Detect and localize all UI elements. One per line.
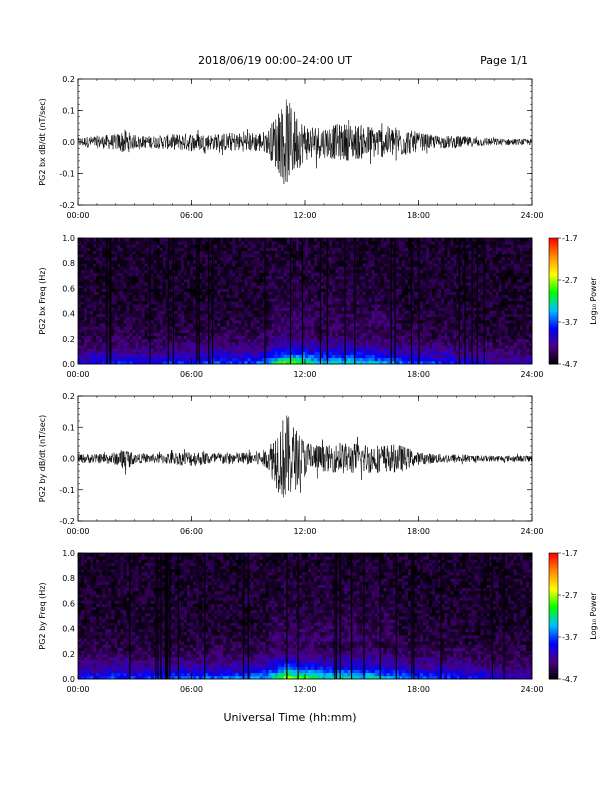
- y-tick-label: 0.6: [62, 599, 75, 608]
- panel-4: -1.7 -2.7 -3.7 -4.7 Log₁₀ Power 0.0 0.2 0.4 0.6 0…: [38, 549, 598, 694]
- x-tick-label: 18:00: [407, 685, 430, 694]
- x-tick-label: 24:00: [520, 211, 543, 220]
- x-tick-label: 18:00: [407, 527, 430, 536]
- panels: -0.2 -0.1 0.0 0.1 0.2 00:00 06:00 12:00 18:00 24:…: [38, 75, 598, 694]
- y-tick-label: 0.8: [62, 259, 75, 268]
- y-tick-label: 0.8: [62, 574, 75, 583]
- y-tick-label: 0.0: [62, 360, 75, 369]
- colorbar-frame: [548, 237, 559, 365]
- y-tick-label: 1.0: [62, 234, 75, 243]
- y-tick-label: 0.1: [62, 107, 75, 116]
- page-indicator: Page 1/1: [480, 54, 528, 67]
- x-axis-label: Universal Time (hh:mm): [224, 711, 357, 724]
- y-tick-label: 0.2: [62, 392, 75, 401]
- x-tick-label: 06:00: [180, 527, 203, 536]
- colorbar-tick-label: -1.7: [562, 549, 578, 558]
- y-tick-label: -0.2: [59, 517, 75, 526]
- x-tick-label: 00:00: [66, 527, 89, 536]
- panel-3: -0.2 -0.1 0.0 0.1 0.2 00:00 06:00 12:00 18:00 24:…: [38, 392, 544, 536]
- y-tick-label: -0.1: [59, 170, 75, 179]
- colorbar-tick-label: -4.7: [562, 675, 578, 684]
- x-tick-label: 12:00: [293, 370, 316, 379]
- x-tick-label: 00:00: [66, 685, 89, 694]
- x-tick-label: 18:00: [407, 370, 430, 379]
- x-tick-label: 06:00: [180, 211, 203, 220]
- x-tick-label: 24:00: [520, 685, 543, 694]
- y-tick-label: 0.2: [62, 335, 75, 344]
- y-tick-label: 0.2: [62, 650, 75, 659]
- x-tick-label: 00:00: [66, 370, 89, 379]
- colorbar-tick-label: -2.7: [562, 591, 578, 600]
- colorbar-tick-label: -4.7: [562, 360, 578, 369]
- signal-trace: [77, 99, 533, 185]
- y-axis-label: PG2 bx Freq (Hz): [38, 267, 47, 334]
- colorbar-label: Log₁₀ Power: [589, 592, 598, 640]
- x-tick-label: 24:00: [520, 370, 543, 379]
- y-tick-label: -0.2: [59, 201, 75, 210]
- x-tick-label: 06:00: [180, 370, 203, 379]
- y-axis-label: PG2 bx dB/dt (nT/sec): [38, 98, 47, 185]
- y-tick-label: 0.0: [62, 138, 75, 147]
- x-tick-label: 12:00: [293, 211, 316, 220]
- x-tick-label: 12:00: [293, 685, 316, 694]
- colorbar: -1.7 -2.7 -3.7 -4.7 Log₁₀ Power: [548, 549, 598, 684]
- spectrogram-cells: [78, 238, 533, 365]
- y-tick-label: 0.0: [62, 675, 75, 684]
- x-tick-label: 12:00: [293, 527, 316, 536]
- panel-1: -0.2 -0.1 0.0 0.1 0.2 00:00 06:00 12:00 18:00 24:…: [38, 75, 544, 220]
- figure-title: 2018/06/19 00:00–24:00 UT: [198, 54, 352, 67]
- signal-trace: [77, 415, 533, 498]
- spectrogram-cells: [78, 553, 533, 680]
- colorbar: -1.7 -2.7 -3.7 -4.7 Log₁₀ Power: [548, 234, 598, 369]
- y-tick-label: 0.0: [62, 455, 75, 464]
- x-tick-label: 06:00: [180, 685, 203, 694]
- colorbar-tick-label: -2.7: [562, 276, 578, 285]
- panel-2: -1.7 -2.7 -3.7 -4.7 Log₁₀ Power 0.0 0.2 0.4 0.6 0…: [38, 234, 598, 379]
- colorbar-frame: [548, 552, 559, 680]
- y-tick-label: 0.4: [62, 625, 75, 634]
- y-tick-label: 0.1: [62, 423, 75, 432]
- y-tick-label: 1.0: [62, 549, 75, 558]
- y-tick-label: 0.6: [62, 284, 75, 293]
- y-axis-label: PG2 by Freq (Hz): [38, 582, 47, 649]
- colorbar-tick-label: -3.7: [562, 633, 578, 642]
- y-axis-label: PG2 by dB/dt (nT/sec): [38, 415, 47, 502]
- x-tick-label: 18:00: [407, 211, 430, 220]
- y-tick-label: 0.4: [62, 310, 75, 319]
- x-tick-label: 24:00: [520, 527, 543, 536]
- y-tick-label: -0.1: [59, 486, 75, 495]
- colorbar-label: Log₁₀ Power: [589, 277, 598, 325]
- colorbar-tick-label: -3.7: [562, 318, 578, 327]
- x-tick-label: 00:00: [66, 211, 89, 220]
- y-tick-label: 0.2: [62, 75, 75, 84]
- colorbar-tick-label: -1.7: [562, 234, 578, 243]
